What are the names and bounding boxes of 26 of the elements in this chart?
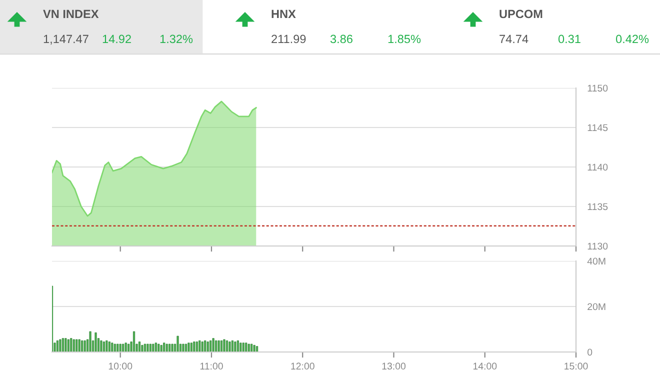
category-label: HNX	[272, 10, 296, 18]
text: 14.92	[102, 34, 131, 44]
y-tick-label: 0	[587, 348, 592, 356]
y-tick-label: 40M	[587, 258, 606, 265]
x-tick-label: 12:00	[291, 362, 314, 370]
text: 3.86	[330, 34, 352, 44]
x-tick-label: 15:00	[564, 362, 588, 370]
text: 1.85%	[388, 34, 421, 44]
y-tick-label: 20M	[588, 303, 606, 310]
y-tick-label: 1140	[588, 164, 608, 171]
x-tick-label: 14:00	[473, 362, 497, 370]
y-tick-label: 1145	[588, 124, 608, 132]
x-tick-label: 10:00	[108, 362, 132, 370]
y-tick-label: 1135	[588, 203, 608, 210]
text: 0.42%	[616, 34, 649, 44]
x-tick-label: 11:00	[200, 362, 223, 370]
x-tick-label: 13:00	[382, 362, 406, 370]
category-label: VN INDEX	[43, 10, 99, 18]
text: 1.32%	[160, 34, 193, 44]
text: 74.74	[500, 34, 528, 44]
text: 211.99	[272, 34, 306, 44]
y-tick-label: 1130	[588, 242, 608, 250]
y-tick-label: 1150	[588, 84, 608, 92]
text: 0.31	[558, 34, 580, 44]
category-label: UPCOM	[500, 10, 542, 18]
text: 1,147.47	[44, 34, 88, 45]
